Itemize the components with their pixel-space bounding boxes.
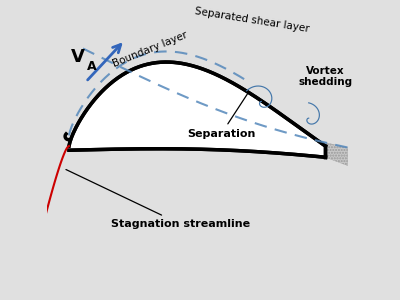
Text: Boundary layer: Boundary layer (111, 30, 188, 69)
Polygon shape (69, 62, 326, 157)
Text: Vortex
shedding: Vortex shedding (298, 66, 352, 87)
Text: Separation: Separation (187, 94, 256, 139)
Text: A: A (87, 60, 97, 73)
Polygon shape (249, 93, 348, 166)
Polygon shape (69, 62, 326, 157)
Text: Stagnation streamline: Stagnation streamline (66, 169, 250, 229)
Text: Separated shear layer: Separated shear layer (194, 7, 310, 34)
Text: V: V (70, 48, 84, 66)
